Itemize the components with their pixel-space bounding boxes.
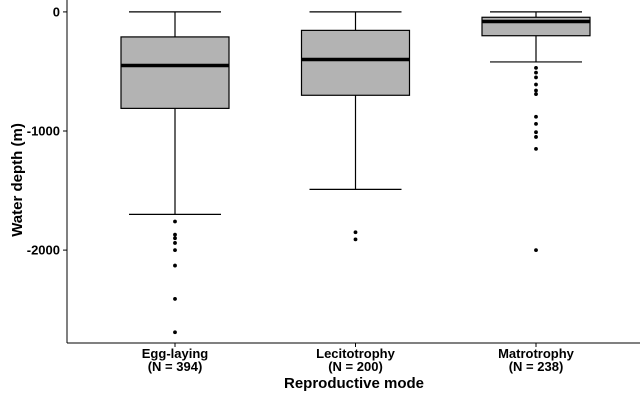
iqr-box: [300, 29, 411, 96]
x-tick-count-label: (N = 238): [509, 359, 564, 374]
outlier-point: [534, 135, 538, 139]
x-axis-title: Reproductive mode: [284, 375, 424, 392]
plot-area: [120, 11, 591, 335]
y-tick-label: -2000: [27, 243, 60, 258]
y-axis-title: Water depth (m): [9, 123, 26, 237]
outlier-point: [353, 237, 358, 242]
x-axis: Egg-laying(N = 394) Lecitotrophy(N = 200)…: [67, 342, 640, 374]
outlier-point: [534, 130, 538, 135]
outlier-point: [173, 219, 177, 224]
outlier-point: [353, 230, 358, 235]
x-tick-count-label: (N = 200): [328, 359, 383, 374]
outlier-point: [173, 248, 177, 253]
outlier-point: [534, 121, 538, 126]
outlier-point: [534, 82, 538, 87]
outlier-point: [534, 114, 538, 119]
outlier-point: [173, 297, 177, 301]
outlier-point: [534, 70, 538, 75]
box-group-lecitotrophy: [300, 11, 411, 242]
iqr-box: [120, 36, 230, 109]
y-axis: 0 -1000 -2000: [27, 0, 68, 343]
outlier-point: [534, 75, 538, 80]
box-group-egg-laying: [120, 11, 230, 335]
outlier-point: [534, 88, 538, 93]
x-tick-label: Egg-laying: [142, 346, 209, 361]
y-tick-label: 0: [53, 4, 60, 19]
outlier-point: [173, 330, 177, 335]
x-tick-label: Lecitotrophy: [316, 346, 395, 361]
y-tick-label: -1000: [27, 124, 60, 139]
outlier-point: [173, 236, 177, 241]
outlier-point: [534, 146, 538, 151]
outlier-point: [534, 92, 538, 96]
outlier-point: [534, 65, 538, 70]
x-tick-label: Matrotrophy: [498, 346, 575, 361]
box-group-matrotrophy: [481, 11, 591, 253]
outlier-point: [173, 241, 177, 245]
outlier-point: [173, 232, 177, 237]
outlier-point: [534, 248, 538, 253]
x-tick-count-label: (N = 394): [148, 359, 203, 374]
outlier-point: [173, 263, 177, 268]
